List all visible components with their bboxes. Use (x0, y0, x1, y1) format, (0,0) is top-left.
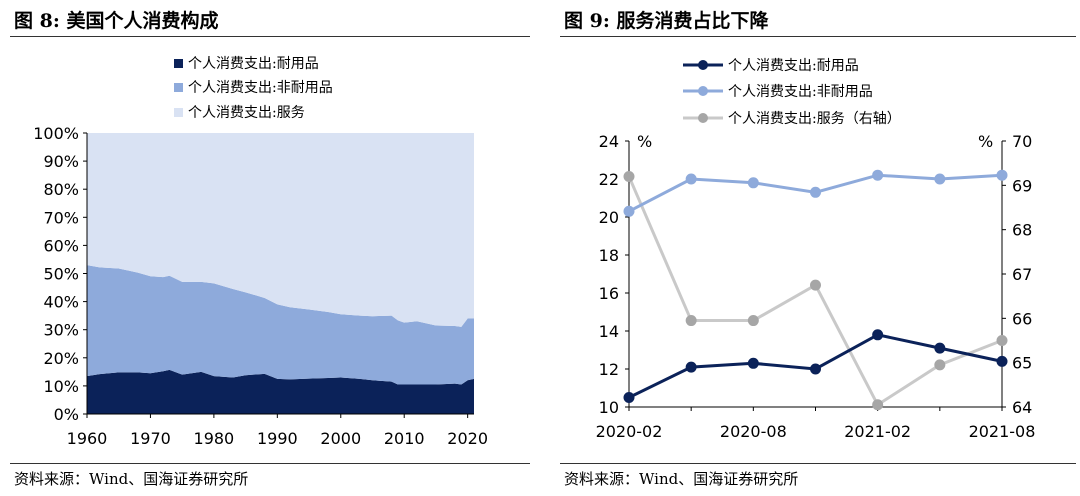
right-chart-title: 图 9: 服务消费占比下降 (564, 10, 769, 32)
x-tick-label: 1970 (130, 429, 171, 448)
area-series-2 (87, 133, 474, 327)
series-point-1 (810, 186, 821, 198)
series-point-2 (747, 315, 759, 327)
y-right-tick-label: 67 (1012, 265, 1032, 284)
x-tick-label: 2020-08 (720, 422, 787, 441)
series-point-1 (934, 173, 946, 185)
legend-marker-2 (698, 113, 708, 123)
y-left-tick-label: 20 (599, 208, 619, 227)
y-left-tick-label: 14 (599, 322, 619, 341)
series-point-1 (685, 173, 697, 185)
y-tick-label: 30% (43, 321, 79, 340)
left-chart-title: 图 8: 美国个人消费构成 (14, 10, 219, 32)
y-tick-label: 60% (43, 236, 79, 255)
series-point-1 (747, 177, 759, 189)
series-point-1 (872, 169, 884, 181)
series-point-0 (996, 355, 1008, 367)
y-right-tick-label: 68 (1012, 221, 1032, 240)
legend-label-0: 个人消费支出:耐用品 (728, 58, 859, 74)
y-tick-label: 20% (43, 349, 79, 368)
y-right-tick-label: 70 (1012, 132, 1032, 151)
y-tick-label: 0% (54, 405, 79, 424)
legend-label-1: 个人消费支出:非耐用品 (188, 80, 333, 96)
left-title-rule (10, 36, 530, 37)
y-tick-label: 50% (43, 265, 79, 284)
y-right-tick-label: 69 (1012, 176, 1032, 195)
series-point-2 (623, 170, 635, 182)
series-point-2 (685, 315, 697, 327)
legend-label-0: 个人消费支出:耐用品 (188, 56, 319, 72)
x-tick-label: 2020 (447, 429, 488, 448)
y-left-unit: % (637, 132, 652, 151)
y-left-tick-label: 16 (599, 284, 619, 303)
legend-swatch-0 (174, 59, 183, 68)
y-left-tick-label: 12 (599, 360, 619, 379)
y-tick-label: 10% (43, 377, 79, 396)
legend-swatch-2 (174, 108, 183, 117)
y-left-tick-label: 18 (599, 246, 619, 265)
legend-swatch-1 (174, 83, 183, 92)
legend-label-2: 个人消费支出:服务（右轴） (728, 111, 901, 127)
y-right-tick-label: 66 (1012, 309, 1032, 328)
left-source-rule (10, 463, 530, 464)
y-tick-label: 70% (43, 208, 79, 227)
series-point-0 (934, 342, 946, 354)
legend-label-2: 个人消费支出:服务 (188, 105, 305, 121)
left-panel: 图 8: 美国个人消费构成 个人消费支出:耐用品 个人消费支出:非耐用品 个人消费支… (10, 10, 530, 488)
series-point-2 (934, 359, 946, 371)
legend-label-1: 个人消费支出:非耐用品 (728, 84, 873, 100)
series-point-0 (685, 361, 697, 373)
y-tick-label: 90% (43, 152, 79, 171)
y-tick-label: 80% (43, 180, 79, 199)
y-right-tick-label: 64 (1012, 398, 1032, 417)
right-panel: 图 9: 服务消费占比下降 个人消费支出:耐用品 个人消费支出:非耐用品 个人消费支… (556, 0, 1080, 496)
series-point-0 (810, 363, 821, 375)
y-tick-label: 100% (33, 124, 79, 143)
legend-marker-1 (698, 86, 708, 96)
series-point-2 (996, 335, 1008, 346)
x-tick-label: 1980 (194, 429, 235, 448)
series-point-1 (996, 169, 1008, 181)
x-tick-label: 2000 (320, 429, 361, 448)
x-tick-label: 1990 (257, 429, 298, 448)
series-point-2 (872, 399, 884, 411)
legend-marker-0 (698, 60, 708, 70)
left-source-note: 资料来源：Wind、国海证券研究所 (14, 470, 249, 488)
y-right-tick-label: 65 (1012, 354, 1032, 373)
series-point-2 (810, 279, 821, 291)
series-point-0 (747, 357, 759, 369)
x-tick-label: 2021-02 (844, 422, 911, 441)
right-source-rule (560, 463, 1076, 464)
area-series-1 (87, 265, 474, 385)
x-tick-label: 2010 (384, 429, 425, 448)
right-title-rule (560, 36, 1076, 37)
y-left-tick-label: 22 (599, 170, 619, 189)
y-left-tick-label: 24 (599, 132, 619, 151)
y-right-unit: % (978, 132, 993, 151)
x-tick-label: 2020-02 (596, 422, 663, 441)
series-point-0 (623, 392, 635, 403)
y-left-tick-label: 10 (599, 398, 619, 417)
x-tick-label: 2021-08 (969, 422, 1036, 441)
series-point-1 (623, 205, 635, 217)
right-source-note: 资料来源：Wind、国海证券研究所 (564, 470, 799, 488)
series-point-0 (872, 329, 884, 341)
area-series-0 (87, 369, 474, 414)
x-tick-label: 1960 (67, 429, 108, 448)
y-tick-label: 40% (43, 293, 79, 312)
